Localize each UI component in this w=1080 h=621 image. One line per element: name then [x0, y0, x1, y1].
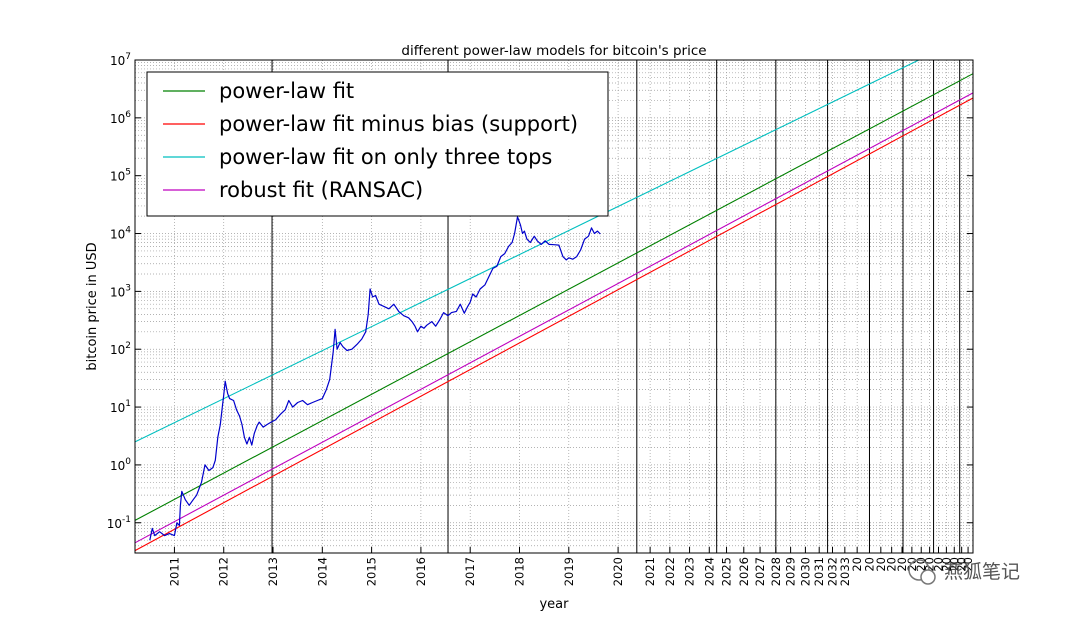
- x-tick-label: 20: [850, 557, 864, 572]
- watermark-text: 燕狐笔记: [944, 561, 1020, 583]
- y-axis-ticks: 10-1 100 101 102 103 104 105 106 107: [107, 52, 973, 531]
- chart-title: different power-law models for bitcoin's…: [401, 43, 706, 59]
- x-tick-label: 20: [955, 557, 969, 572]
- x-tick-label: 2027: [753, 557, 767, 586]
- y-tick-label: 102: [110, 341, 131, 357]
- x-tick-label: 2029: [784, 557, 798, 586]
- y-tick-label: 101: [110, 399, 131, 415]
- x-tick-label: 2032: [826, 557, 840, 586]
- legend-entry: power-law fit on only three tops: [219, 145, 552, 169]
- series-line-power-law-fit: [134, 73, 974, 521]
- x-tick-label: 2012: [217, 557, 231, 586]
- x-tick-label: 20: [932, 557, 946, 572]
- x-tick-label: 2015: [365, 557, 379, 586]
- x-tick-label: 2025: [720, 557, 734, 586]
- grid-layer: [135, 59, 973, 554]
- series-line-power-law-fit-minus-bias-support-: [134, 97, 974, 552]
- x-tick-label: 2024: [702, 557, 716, 586]
- x-tick-label: 2018: [513, 557, 527, 586]
- series-line-price: [149, 216, 601, 541]
- x-tick-label: 2014: [315, 557, 329, 586]
- x-tick-label: 2017: [463, 557, 477, 586]
- x-tick-label: 20: [939, 557, 953, 572]
- y-tick-label: 103: [110, 283, 131, 299]
- y-tick-label: 100: [110, 457, 131, 473]
- x-tick-label: 2013: [266, 557, 280, 586]
- x-tick-label: 20: [885, 557, 899, 572]
- y-tick-label: 106: [110, 110, 131, 126]
- x-tick-label: 2019: [562, 557, 576, 586]
- y-tick-label: 10-1: [107, 515, 131, 531]
- legend-entry: power-law fit: [219, 79, 354, 103]
- x-tick-label: 20: [863, 557, 877, 572]
- wechat-logo-icon-small: [920, 569, 936, 585]
- x-tick-label: 2033: [838, 557, 852, 586]
- x-tick-label: 2030: [798, 557, 812, 586]
- legend-entry: robust fit (RANSAC): [219, 178, 423, 202]
- x-tick-label: 20: [923, 557, 937, 572]
- x-tick-label: 2023: [683, 557, 697, 586]
- y-axis-title: bitcoin price in USD: [85, 242, 100, 370]
- series-line-robust-fit-ransac-: [134, 92, 974, 544]
- y-tick-label: 107: [110, 52, 131, 68]
- x-tick-label: 20: [895, 557, 909, 572]
- x-tick-label: 20: [947, 557, 961, 572]
- y-tick-label: 104: [110, 226, 131, 242]
- watermark: 燕狐笔记: [908, 559, 1020, 585]
- x-tick-label: 2022: [663, 557, 677, 586]
- plot-frame: [134, 59, 974, 554]
- x-tick-label: 2026: [737, 557, 751, 586]
- y-tick-label: 105: [110, 168, 131, 184]
- legend-entry: power-law fit minus bias (support): [219, 112, 578, 136]
- legend-box: [146, 71, 609, 217]
- series-layer: [134, 59, 974, 552]
- series-line-power-law-fit-on-only-three-tops: [134, 59, 920, 443]
- halving-lines: [271, 60, 961, 553]
- x-tick-label: 2016: [414, 557, 428, 586]
- x-tick-label: 20: [874, 557, 888, 572]
- x-tick-label: 2021: [643, 557, 657, 586]
- x-tick-label: 2028: [769, 557, 783, 586]
- legend: power-law fit power-law fit minus bias (s…: [146, 71, 609, 217]
- x-tick-label: 20: [961, 557, 975, 572]
- x-tick-label: 2031: [812, 557, 826, 586]
- x-tick-label: 2011: [167, 557, 181, 586]
- x-tick-label: 2020: [611, 557, 625, 586]
- x-axis-title: year: [539, 597, 569, 612]
